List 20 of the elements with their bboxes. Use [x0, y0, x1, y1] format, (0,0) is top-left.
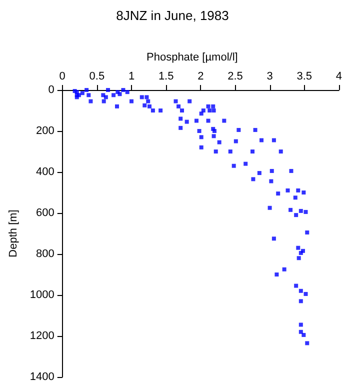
y-axis-title: Depth [m] [8, 210, 20, 258]
y-tick-label: 400 [36, 166, 54, 178]
y-tick-label: 1000 [30, 289, 54, 301]
y-tick-label: 200 [36, 125, 54, 137]
y-tick-label: 1400 [30, 371, 54, 383]
x-tick-label: 1 [128, 70, 135, 82]
x-tick-label: 3 [266, 70, 273, 82]
y-tick-label: 0 [48, 84, 54, 96]
x-tick-label: 0 [59, 70, 66, 82]
x-tick-label: 3.5 [296, 70, 312, 82]
x-tick-label: 4 [336, 70, 342, 82]
y-tick-label: 800 [36, 248, 54, 260]
x-tick-label: 2 [198, 70, 204, 82]
x-axis-title: Phosphate [µmol/l] [146, 52, 238, 64]
x-tick-label: 1.5 [158, 70, 174, 82]
chart-title: 8JNZ in June, 1983 [116, 8, 229, 23]
x-tick-label: 2.5 [228, 70, 243, 82]
y-tick-label: 600 [36, 207, 54, 219]
x-tick-label: 0.5 [89, 70, 105, 82]
y-tick-label: 1200 [30, 330, 54, 342]
